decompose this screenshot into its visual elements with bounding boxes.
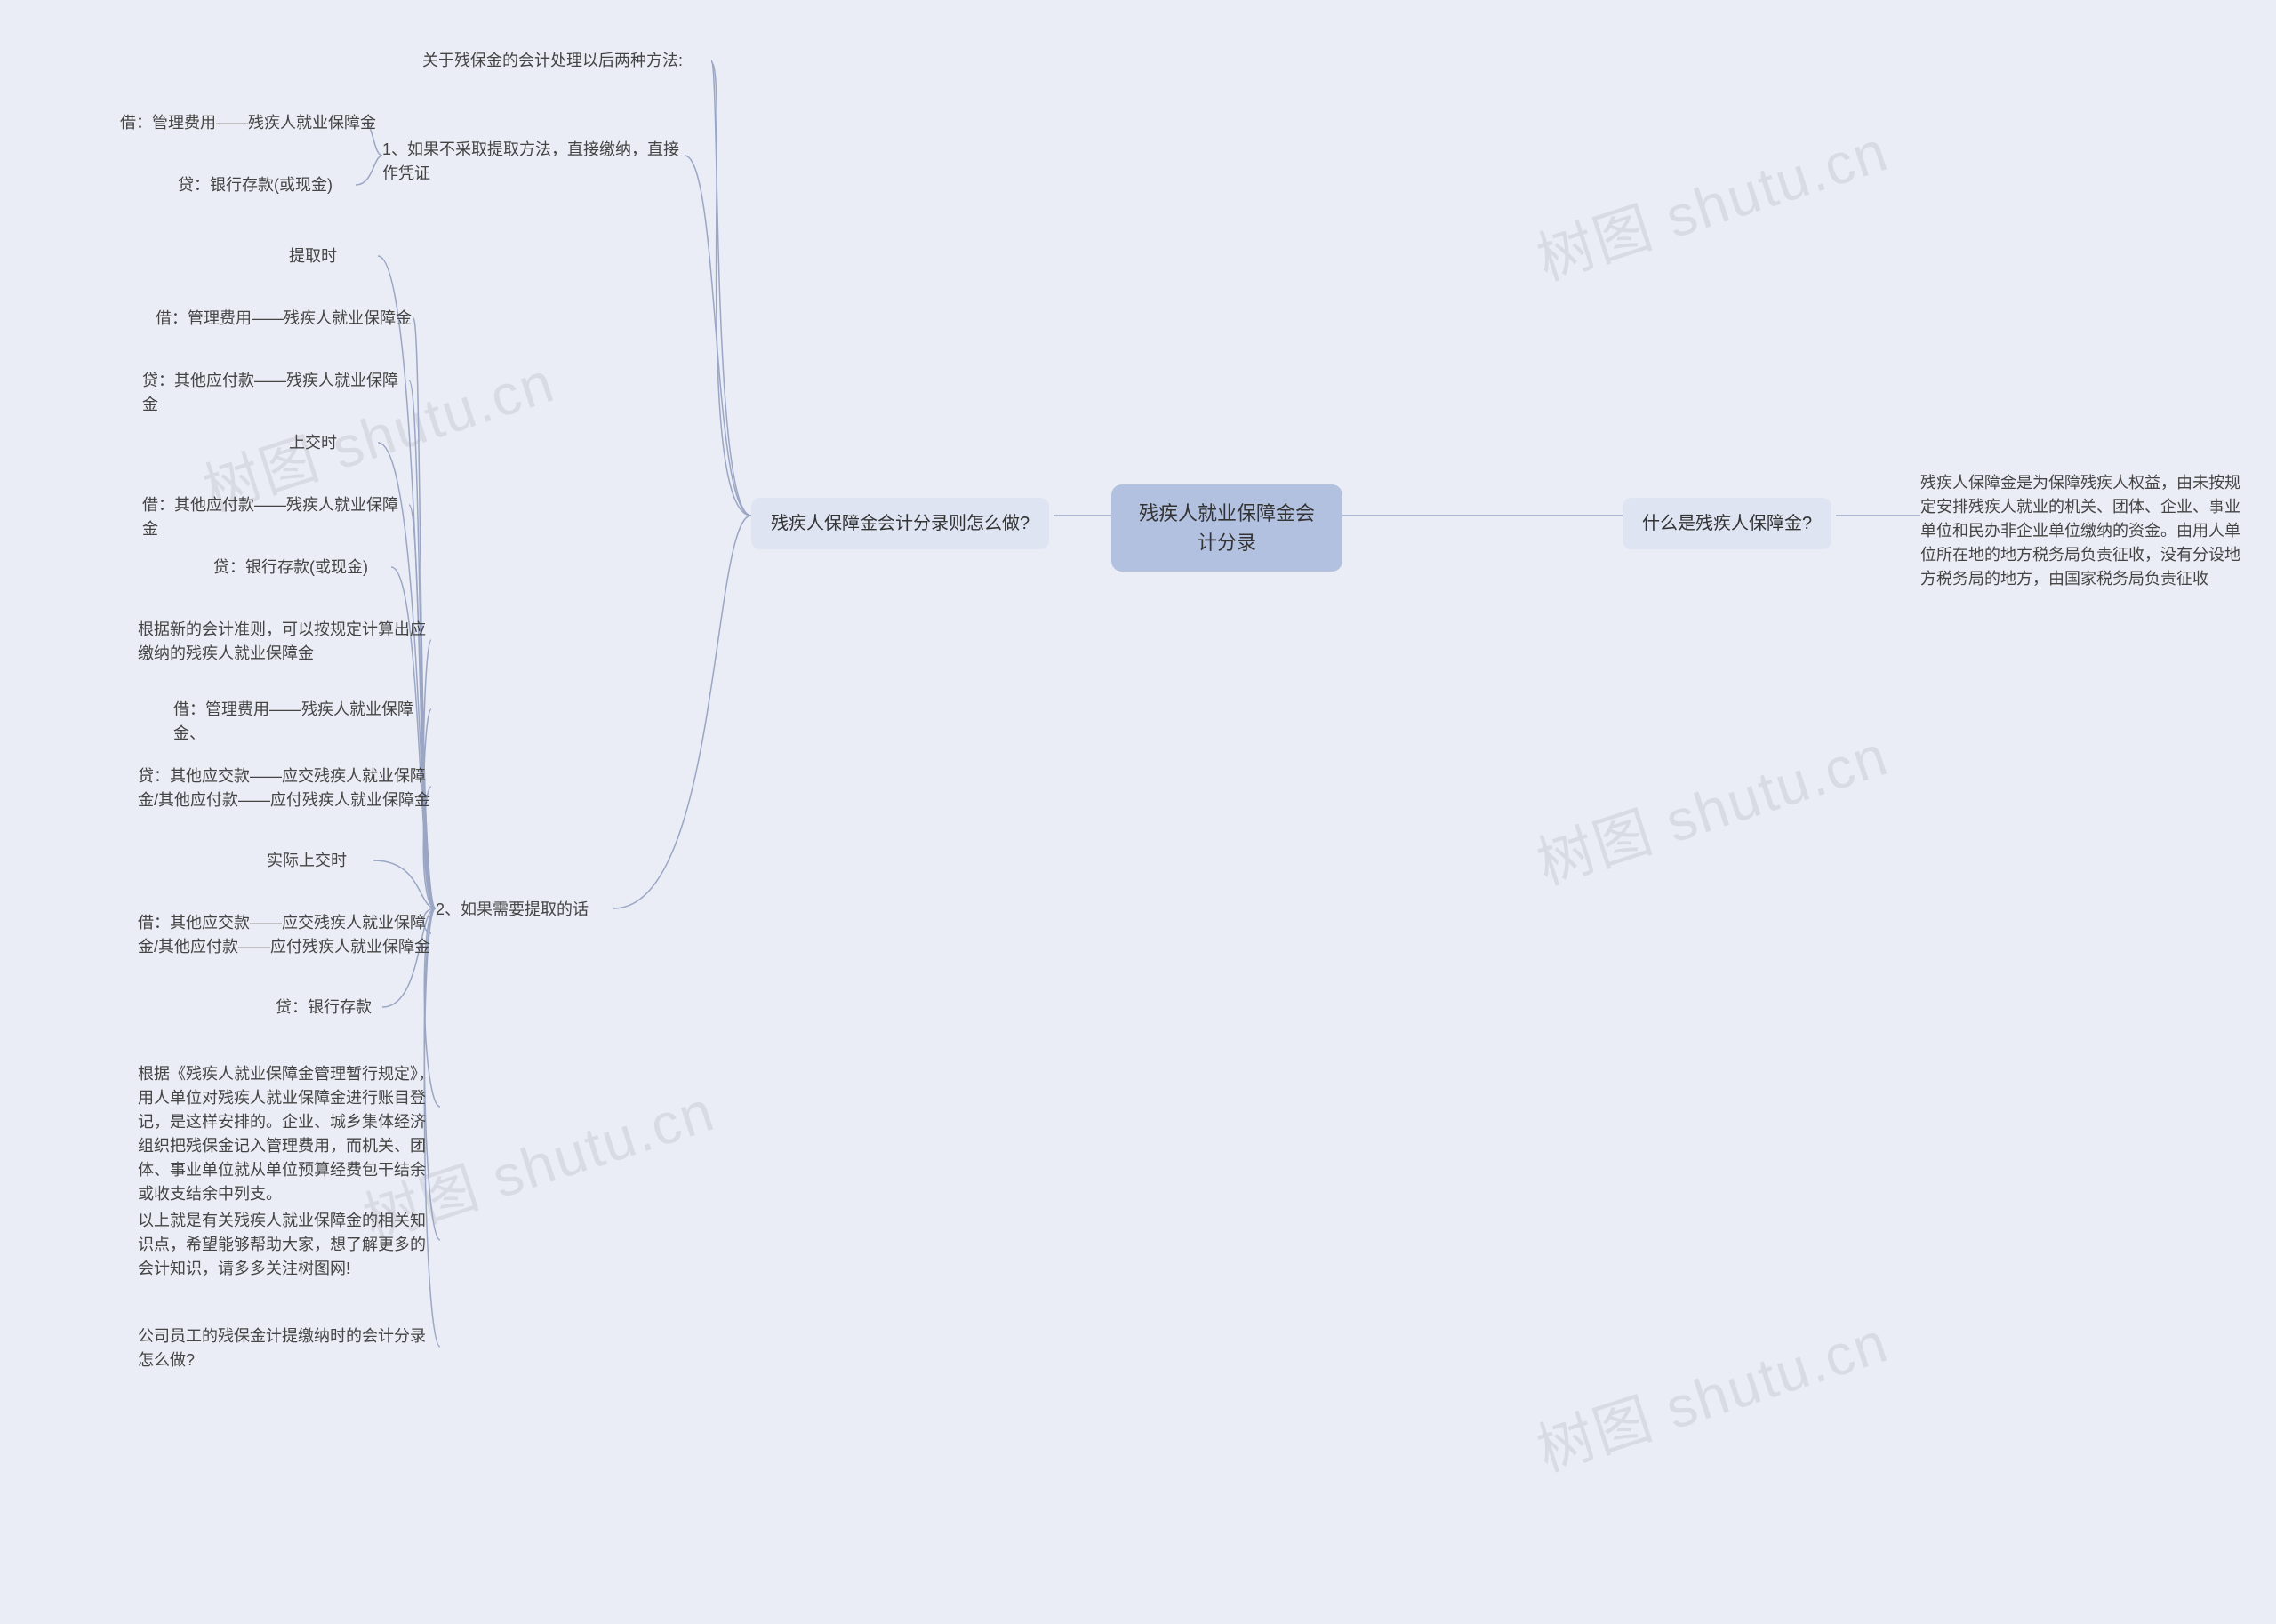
- watermark: 树图 shutu.cn: [1526, 106, 1897, 296]
- left-m2-c8: 贷：其他应交款——应交残疾人就业保障金/其他应付款——应付残疾人就业保障金: [138, 764, 431, 812]
- left-m1-c1: 贷：银行存款(或现金): [178, 173, 356, 197]
- left-m2-c7: 借：管理费用——残疾人就业保障金、: [173, 698, 431, 746]
- left-m2-c11: 贷：银行存款: [276, 996, 382, 1020]
- right-leaf: 残疾人保障金是为保障残疾人权益，由未按规定安排残疾人就业的机关、团体、企业、事业…: [1920, 471, 2240, 591]
- left-m2-c1: 借：管理费用――残疾人就业保障金: [156, 307, 413, 331]
- left-m0: 关于残保金的会计处理以后两种方法:: [422, 49, 716, 73]
- left-m2-c3: 上交时: [289, 431, 378, 455]
- left-m2-c13: 以上就是有关残疾人就业保障金的相关知识点，希望能够帮助大家，想了解更多的会计知识…: [138, 1209, 440, 1281]
- left-m2-c6: 根据新的会计准则，可以按规定计算出应缴纳的残疾人就业保障金: [138, 618, 431, 666]
- left-m2-c10: 借：其他应交款——应交残疾人就业保障金/其他应付款——应付残疾人就业保障金: [138, 911, 431, 959]
- watermark: 树图 shutu.cn: [1526, 710, 1897, 900]
- left-m2-c4: 借：其他应付款――残疾人就业保障金: [142, 493, 409, 541]
- left-m2-c5: 贷：银行存款(或现金): [213, 556, 391, 580]
- left-m1: 1、如果不采取提取方法，直接缴纳，直接作凭证: [382, 138, 685, 186]
- root-node: 残疾人就业保障金会计分录: [1111, 484, 1342, 572]
- watermark: 树图 shutu.cn: [1526, 1297, 1897, 1487]
- left-m2-c2: 贷：其他应付款――残疾人就业保障金: [142, 369, 409, 417]
- left-m2-c0: 提取时: [289, 244, 378, 268]
- left-level1: 残疾人保障金会计分录则怎么做?: [751, 498, 1049, 549]
- left-m2-c14: 公司员工的残保金计提缴纳时的会计分录怎么做?: [138, 1324, 440, 1372]
- left-m2-c12: 根据《残疾人就业保障金管理暂行规定》，用人单位对残疾人就业保障金进行账目登记，是…: [138, 1062, 440, 1206]
- left-m1-c0: 借：管理费用――残疾人就业保障金: [120, 111, 378, 135]
- left-m2-c9: 实际上交时: [267, 849, 373, 873]
- left-m2: 2、如果需要提取的话: [436, 898, 613, 922]
- right-level1: 什么是残疾人保障金?: [1623, 498, 1831, 549]
